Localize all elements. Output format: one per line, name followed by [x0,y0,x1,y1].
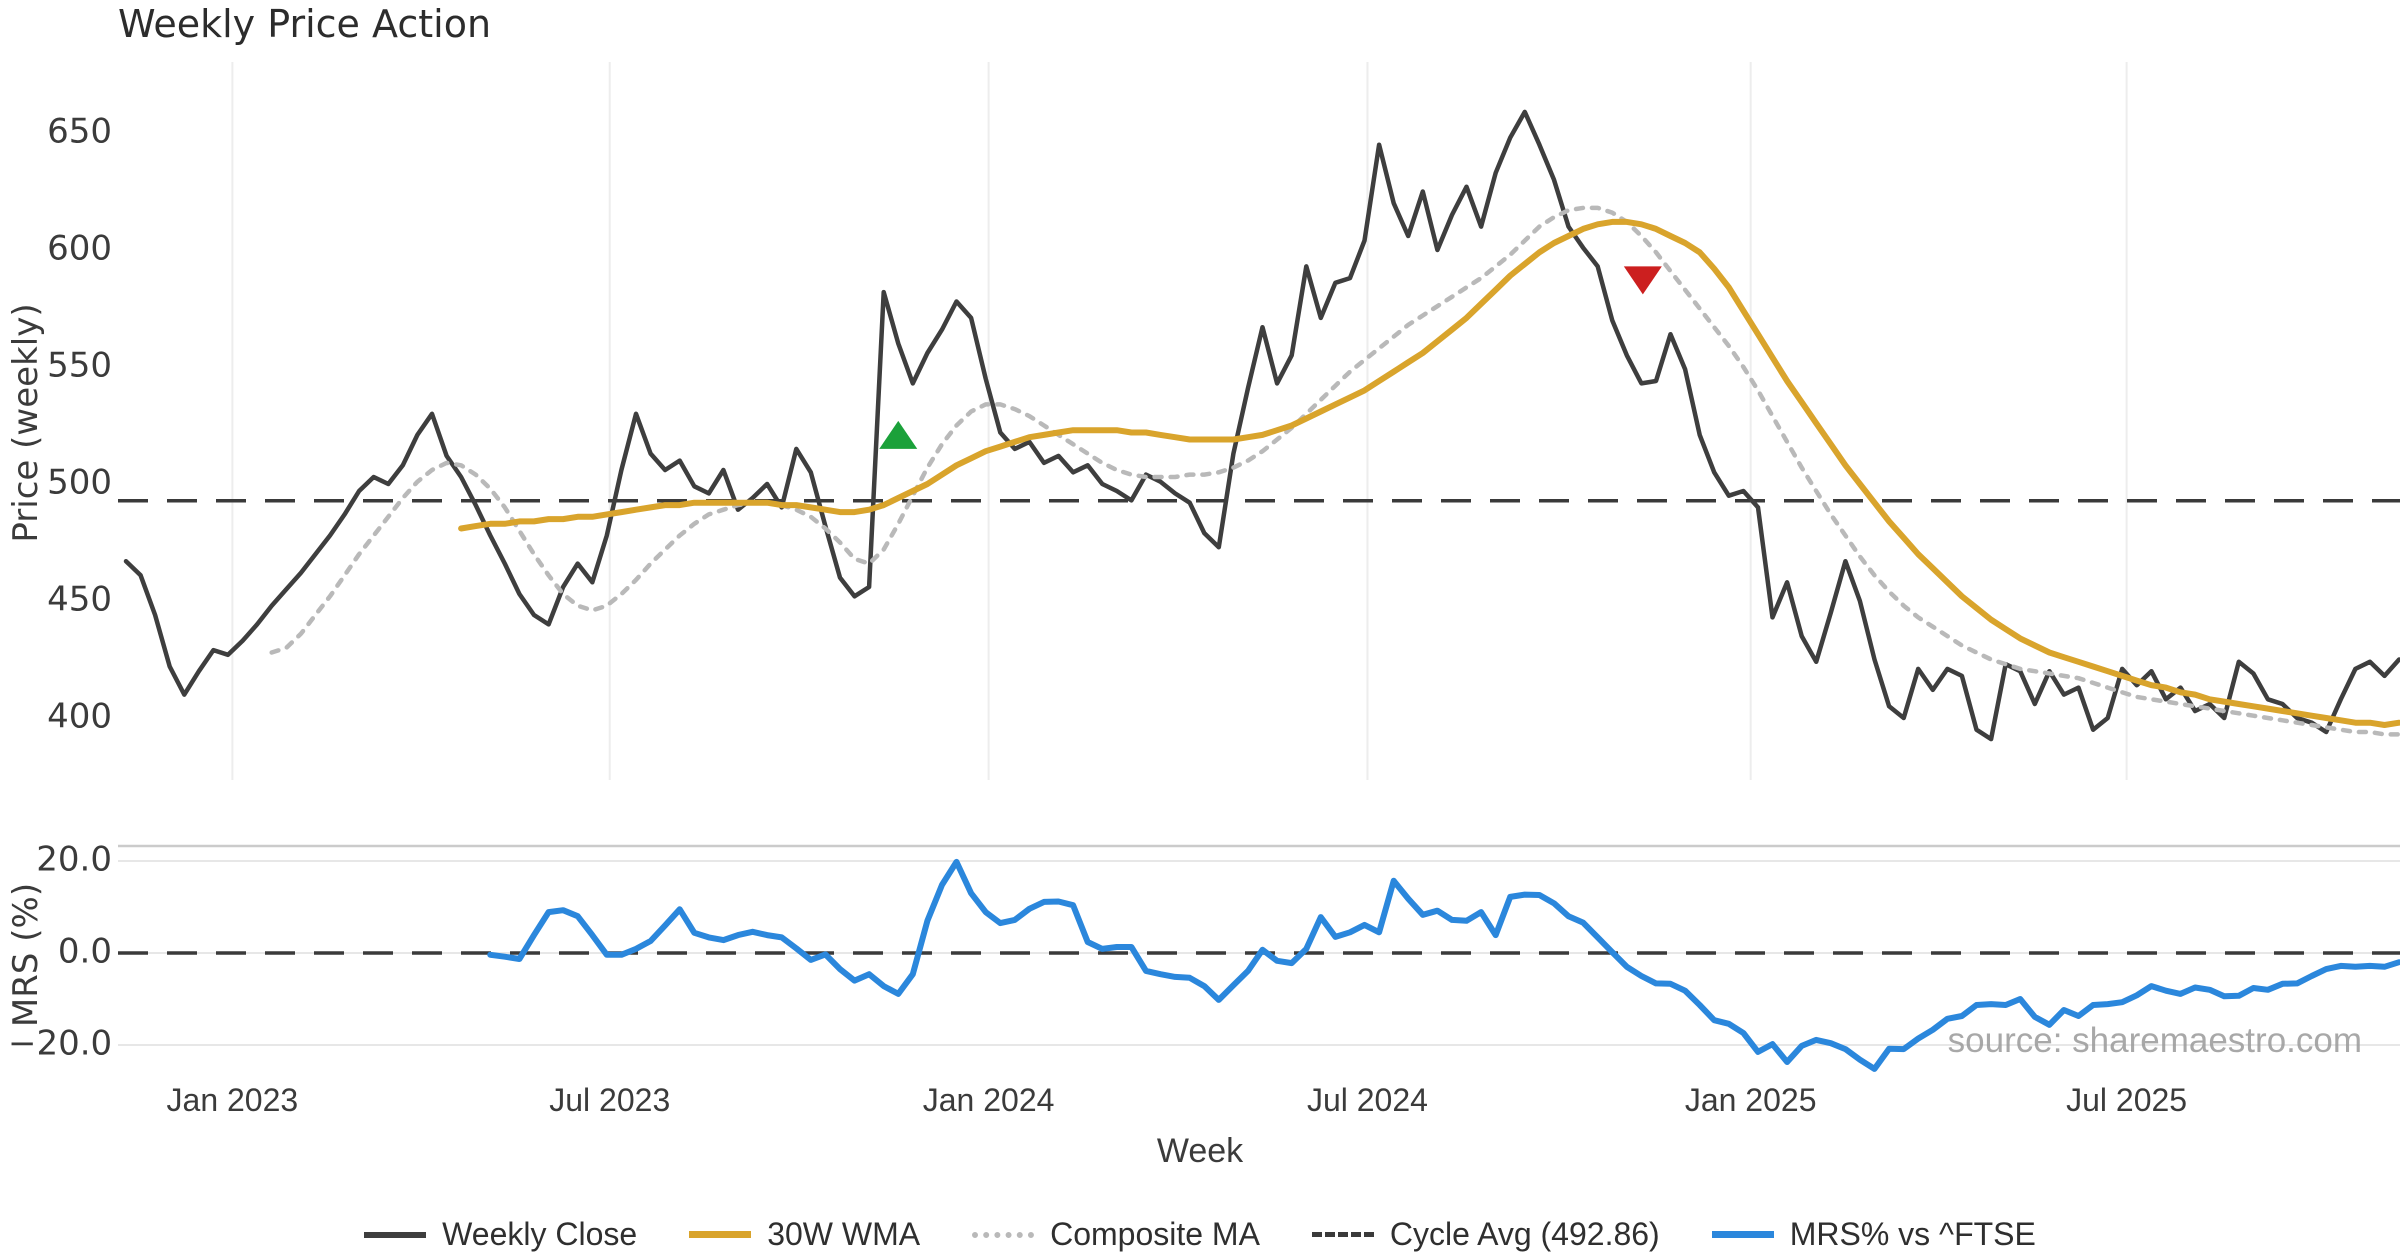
x-axis-label: Week [1156,1132,1244,1170]
legend-label: MRS% vs ^FTSE [1789,1216,2036,1252]
legend-item-mrs-vs-ftse: MRS% vs ^FTSE [1711,1216,2036,1253]
x-tick-jul-2025: Jul 2025 [2066,1082,2188,1118]
x-tick-jul-2023: Jul 2023 [549,1082,671,1118]
price-axis-label: Price (weekly) [6,303,46,543]
price-tick-450: 450 [47,579,112,620]
buy-signal-marker [879,420,918,449]
price-tick-650: 650 [47,111,112,152]
legend-item-cycle-avg-492-86-: Cycle Avg (492.86) [1311,1216,1660,1253]
mrs-tick-0: 0.0 [57,931,112,972]
weekly-close-line [123,109,2400,742]
legend-label: 30W WMA [767,1216,921,1252]
x-tick-jan-2023: Jan 2023 [166,1082,299,1118]
legend-swatch-solid-blue [1711,1231,1774,1238]
legend-label: Cycle Avg (492.86) [1389,1216,1660,1252]
legend-swatch-solid-dark [364,1231,427,1238]
legend-swatch-dotted [972,1231,1035,1238]
price-tick-550: 550 [47,345,112,386]
sell-signal-marker [1623,266,1662,295]
legend-item-weekly-close: Weekly Close [364,1216,637,1253]
legend-item-composite-ma: Composite MA [972,1216,1260,1253]
chart-title: Weekly Price Action [118,2,492,46]
legend-label: Composite MA [1050,1216,1260,1252]
mrs-tick-20: 20.0 [36,839,112,880]
x-tick-jan-2024: Jan 2024 [922,1082,1055,1118]
x-tick-jan-2025: Jan 2025 [1684,1082,1817,1118]
mrs-line [487,858,2400,1072]
price-tick-500: 500 [47,462,112,503]
legend-swatch-solid-gold [689,1231,752,1238]
price-tick-600: 600 [47,228,112,269]
price-tick-400: 400 [47,696,112,737]
wma-30w-line [458,218,2400,728]
chart-legend: Weekly Close 30W WMA Composite MA Cycle Avg… [0,1216,2400,1253]
legend-label: Weekly Close [442,1216,638,1252]
legend-item-30w-wma: 30W WMA [689,1216,920,1253]
mrs-tick--20: −20.0 [8,1023,113,1064]
source-watermark: source: sharemaestro.com [1948,1021,2362,1060]
legend-swatch-dashed [1311,1232,1374,1237]
composite-ma-dotted-line [269,205,2400,737]
x-tick-jul-2024: Jul 2024 [1306,1082,1428,1118]
